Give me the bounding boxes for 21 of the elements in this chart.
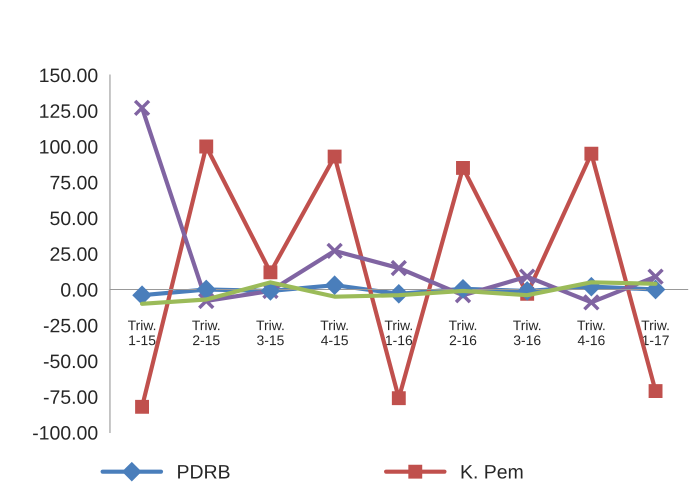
x-tick-label: Triw. 3-15 [256, 320, 284, 346]
y-tick-label: 25.00 [50, 247, 98, 261]
y-tick-label: 150.00 [40, 68, 98, 82]
x-tick-label: Triw. 2-16 [448, 320, 476, 346]
y-tick-label: 50.00 [50, 211, 98, 226]
y-tick-label: -100.00 [33, 426, 98, 440]
legend-label: PDRB [178, 465, 230, 478]
y-tick-label: -50.00 [44, 354, 98, 368]
y-tick-label: -75.00 [44, 390, 98, 404]
x-tick-label: Triw. 4-16 [577, 320, 605, 346]
y-tick-label: 100.00 [40, 140, 98, 154]
x-tick-label: Triw. 2-15 [192, 320, 220, 346]
x-tick-label: Triw. 1-16 [384, 320, 412, 346]
y-tick-label: 125.00 [40, 104, 98, 118]
x-tick-label: Triw. 4-15 [320, 320, 348, 346]
y-tick-label: 0.00 [61, 282, 98, 297]
legend-label: K. Pem [462, 465, 522, 479]
y-tick-label: -25.00 [44, 318, 98, 332]
x-tick-label: Triw. 1-15 [128, 320, 156, 346]
x-tick-label: Triw. 3-16 [513, 320, 540, 346]
y-tick-label: 75.00 [50, 176, 98, 190]
